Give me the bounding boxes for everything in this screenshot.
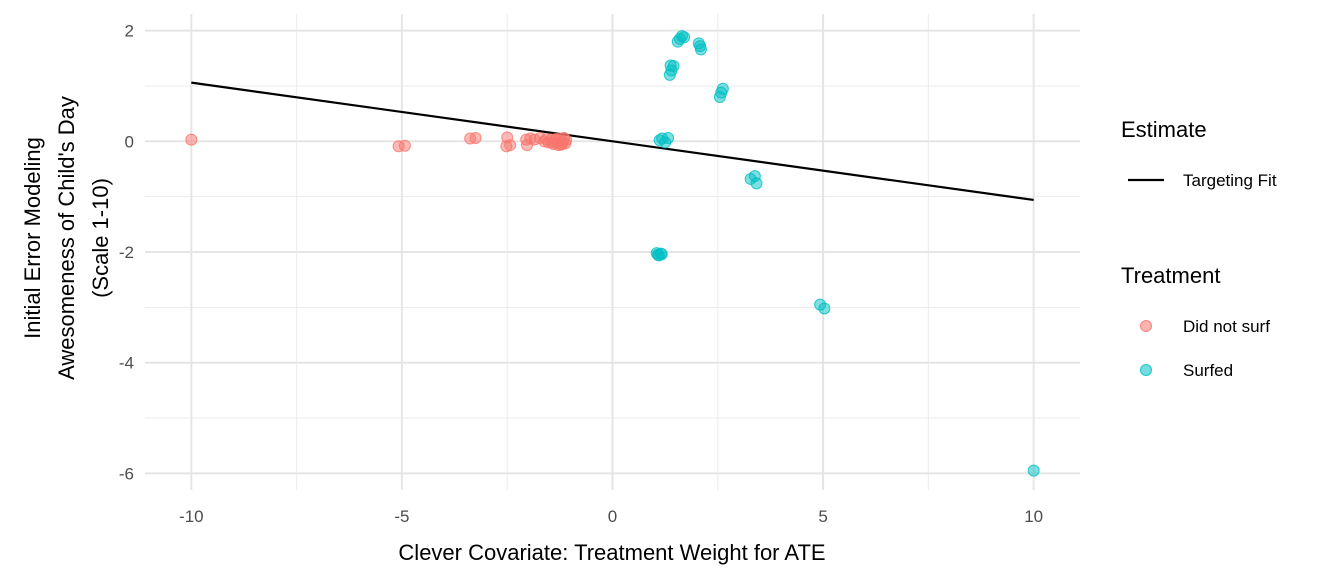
y-axis-label-line-1: Initial Error Modeling	[20, 137, 45, 339]
legend-did-not-surf-label: Did not surf	[1183, 317, 1270, 336]
did-not-surf-point	[469, 131, 482, 144]
points-layer	[185, 30, 1040, 477]
did-not-surf-point	[504, 139, 517, 152]
y-tick-label: -6	[119, 464, 134, 483]
legend-did-not-surf-key	[1140, 320, 1152, 332]
surfed-point	[1027, 464, 1040, 477]
x-tick-label: 5	[818, 507, 827, 526]
legend-surfed-label: Surfed	[1183, 361, 1233, 380]
grid-lines	[145, 14, 1080, 490]
x-tick-label: 0	[608, 507, 617, 526]
y-axis-label-line-3: (Scale 1-10)	[88, 178, 113, 298]
y-tick-label: -4	[119, 354, 134, 373]
x-axis-label: Clever Covariate: Treatment Weight for A…	[398, 540, 825, 565]
x-tick-label: 10	[1024, 507, 1043, 526]
did-not-surf-point	[398, 139, 411, 152]
targeting-fit-layer	[191, 81, 1034, 202]
legend-estimate: Estimate Targeting Fit	[1121, 117, 1277, 190]
targeting-fit-line	[191, 81, 1034, 202]
legend-estimate-title: Estimate	[1121, 117, 1207, 142]
surfed-point	[662, 131, 675, 144]
surfed-point	[818, 302, 831, 315]
surfed-point	[678, 31, 691, 44]
y-axis-label: Initial Error Modeling Awesomeness of Ch…	[20, 96, 113, 380]
legend-targeting-fit-label: Targeting Fit	[1183, 171, 1277, 190]
surfed-point	[716, 82, 729, 95]
surfed-point	[655, 248, 668, 261]
legend-surfed-key	[1140, 364, 1152, 376]
y-tick-label: 2	[125, 22, 134, 41]
surfed-point	[750, 177, 763, 190]
did-not-surf-point	[555, 138, 568, 151]
y-axis-label-line-2: Awesomeness of Child's Day	[54, 96, 79, 380]
x-tick-label: -10	[179, 507, 204, 526]
surfed-point	[694, 43, 707, 56]
did-not-surf-point	[545, 136, 558, 149]
x-axis-ticks: -10 -5 0 5 10	[179, 507, 1043, 526]
legend-treatment-title: Treatment	[1121, 263, 1220, 288]
y-tick-label: -2	[119, 243, 134, 262]
did-not-surf-point	[185, 133, 198, 146]
y-axis-ticks: 2 0 -2 -4 -6	[119, 22, 134, 484]
surfed-point	[663, 68, 676, 81]
y-tick-label: 0	[125, 132, 134, 151]
legend-treatment: Treatment Did not surf Surfed	[1121, 263, 1270, 380]
x-tick-label: -5	[394, 507, 409, 526]
